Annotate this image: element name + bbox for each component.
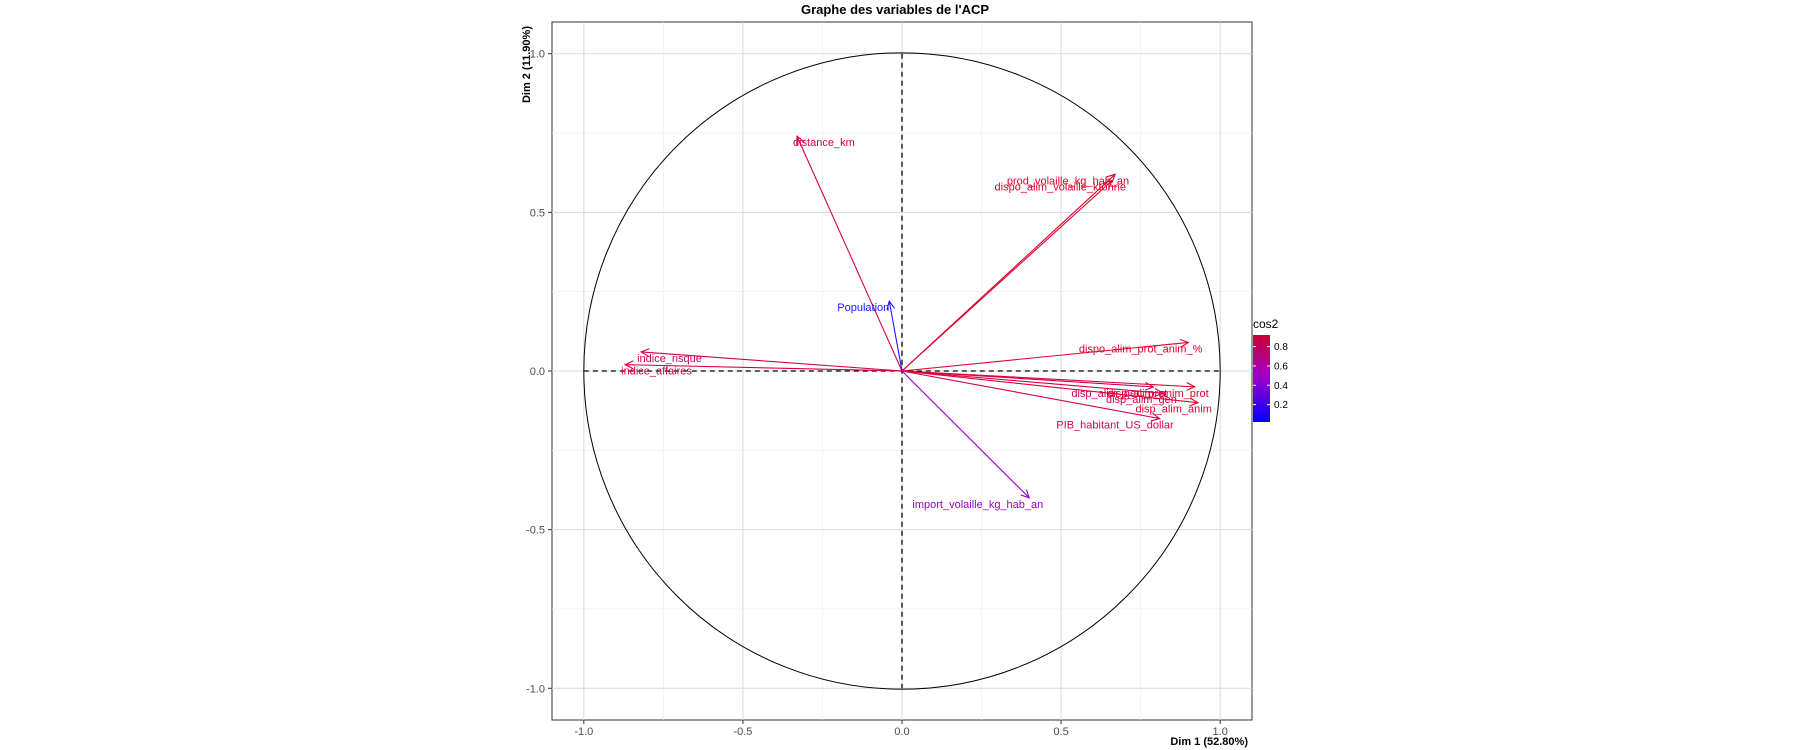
arrow-head (1150, 412, 1161, 422)
arrow-head (1020, 489, 1031, 499)
arrow-head (886, 299, 896, 311)
x-tick-label: -1.0 (574, 726, 593, 738)
variable-label: dispo_alim_prot_anim_% (1079, 343, 1203, 355)
arrow-head (1154, 388, 1165, 397)
variable-label: prod_volaille_kg_hab_an (1007, 175, 1129, 187)
x-axis-title: Dim 1 (52.80%) (1170, 736, 1248, 748)
variable-label: PIB_habitant_US_dollar (1056, 420, 1174, 432)
variable-disp-alim-anim: disp_alim_anim (901, 370, 1212, 416)
variable-label: distance_km (793, 137, 855, 149)
arrow-shaft (796, 135, 903, 372)
arrow-head (1106, 173, 1117, 183)
arrow-shaft (901, 370, 1198, 404)
legend-tick-label: 0.4 (1274, 381, 1288, 392)
arrow-shaft (901, 341, 1189, 372)
x-tick-label: -0.5 (733, 726, 752, 738)
y-tick-label: 0.5 (530, 207, 545, 219)
variable-population: Population (837, 299, 903, 372)
arrow-head (1103, 179, 1113, 190)
variable-label: disp_alim_gen (1106, 394, 1177, 406)
y-tick-label: -0.5 (526, 525, 545, 537)
legend-ticks: 0.2 0.4 0.6 0.8 (1253, 342, 1288, 411)
legend-color-bar (1253, 335, 1270, 422)
variable-label: import_volaille_kg_hab_an (912, 499, 1043, 511)
x-tick-label: 1.0 (1213, 726, 1228, 738)
arrow-shaft (901, 370, 1195, 388)
legend-tick-label: 0.2 (1274, 400, 1288, 411)
chart-title: Graphe des variables de l'ACP (801, 2, 989, 17)
x-tick-label: 0.5 (1053, 726, 1068, 738)
arrow-shaft (625, 364, 903, 372)
variable-label: dispo_alim_volaille_ktonne (995, 182, 1126, 194)
arrow-shaft (641, 351, 903, 372)
arrow-shaft (901, 180, 1113, 372)
x-axis-ticks: -1.0 -0.5 0.0 0.5 1.0 (574, 720, 1228, 738)
legend-tick-label: 0.6 (1274, 361, 1288, 372)
variable-indice-affaires: indice_affaires (621, 360, 903, 378)
arrow-head (1186, 382, 1196, 391)
arrow-shaft (901, 370, 1163, 394)
variable-label: indice_risque (637, 353, 702, 365)
variable-label: indice_affaires (621, 366, 692, 378)
variable-label: disp_alim_anim (1135, 404, 1211, 416)
y-tick-label: 0.0 (530, 366, 545, 378)
arrow-head (1189, 397, 1200, 407)
variable-import-volaille-kg-hab-an: import_volaille_kg_hab_an (901, 370, 1043, 511)
variable-pib-habitant-us-dollar: PIB_habitant_US_dollar (901, 370, 1174, 432)
legend-tick-label: 0.8 (1274, 342, 1288, 353)
y-axis-title: Dim 2 (11.90%) (521, 26, 533, 103)
arrow-shaft (888, 301, 903, 372)
variable-label: Population (837, 302, 889, 314)
arrow-shaft (901, 370, 1160, 420)
y-tick-label: -1.0 (526, 683, 545, 695)
variable-arrows: distance_kmprod_volaille_kg_hab_andispo_… (621, 135, 1212, 511)
legend: cos2 0.2 0.4 0.6 0.8 (1253, 317, 1288, 422)
arrow-head (639, 348, 650, 357)
variable-dispo-alim-prot-anim-: dispo_alim_prot_anim_% (901, 338, 1203, 372)
arrow-head (1179, 338, 1190, 348)
arrow-shaft (901, 370, 1030, 499)
arrow-head (796, 135, 805, 146)
variable-dispo-alim-volaille-ktonne: dispo_alim_volaille_ktonne (901, 179, 1126, 372)
y-axis-ticks: -1.0 -0.5 0.0 0.5 1.0 (526, 49, 552, 695)
legend-title: cos2 (1253, 317, 1279, 331)
y-tick-label: 1.0 (530, 49, 545, 61)
variable-disp-alim-gen: disp_alim_gen (901, 370, 1177, 406)
variable-indice-risque: indice_risque (637, 348, 903, 372)
arrow-head (623, 360, 634, 370)
variable-distance-km: distance_km (793, 135, 903, 372)
x-tick-label: 0.0 (894, 726, 909, 738)
